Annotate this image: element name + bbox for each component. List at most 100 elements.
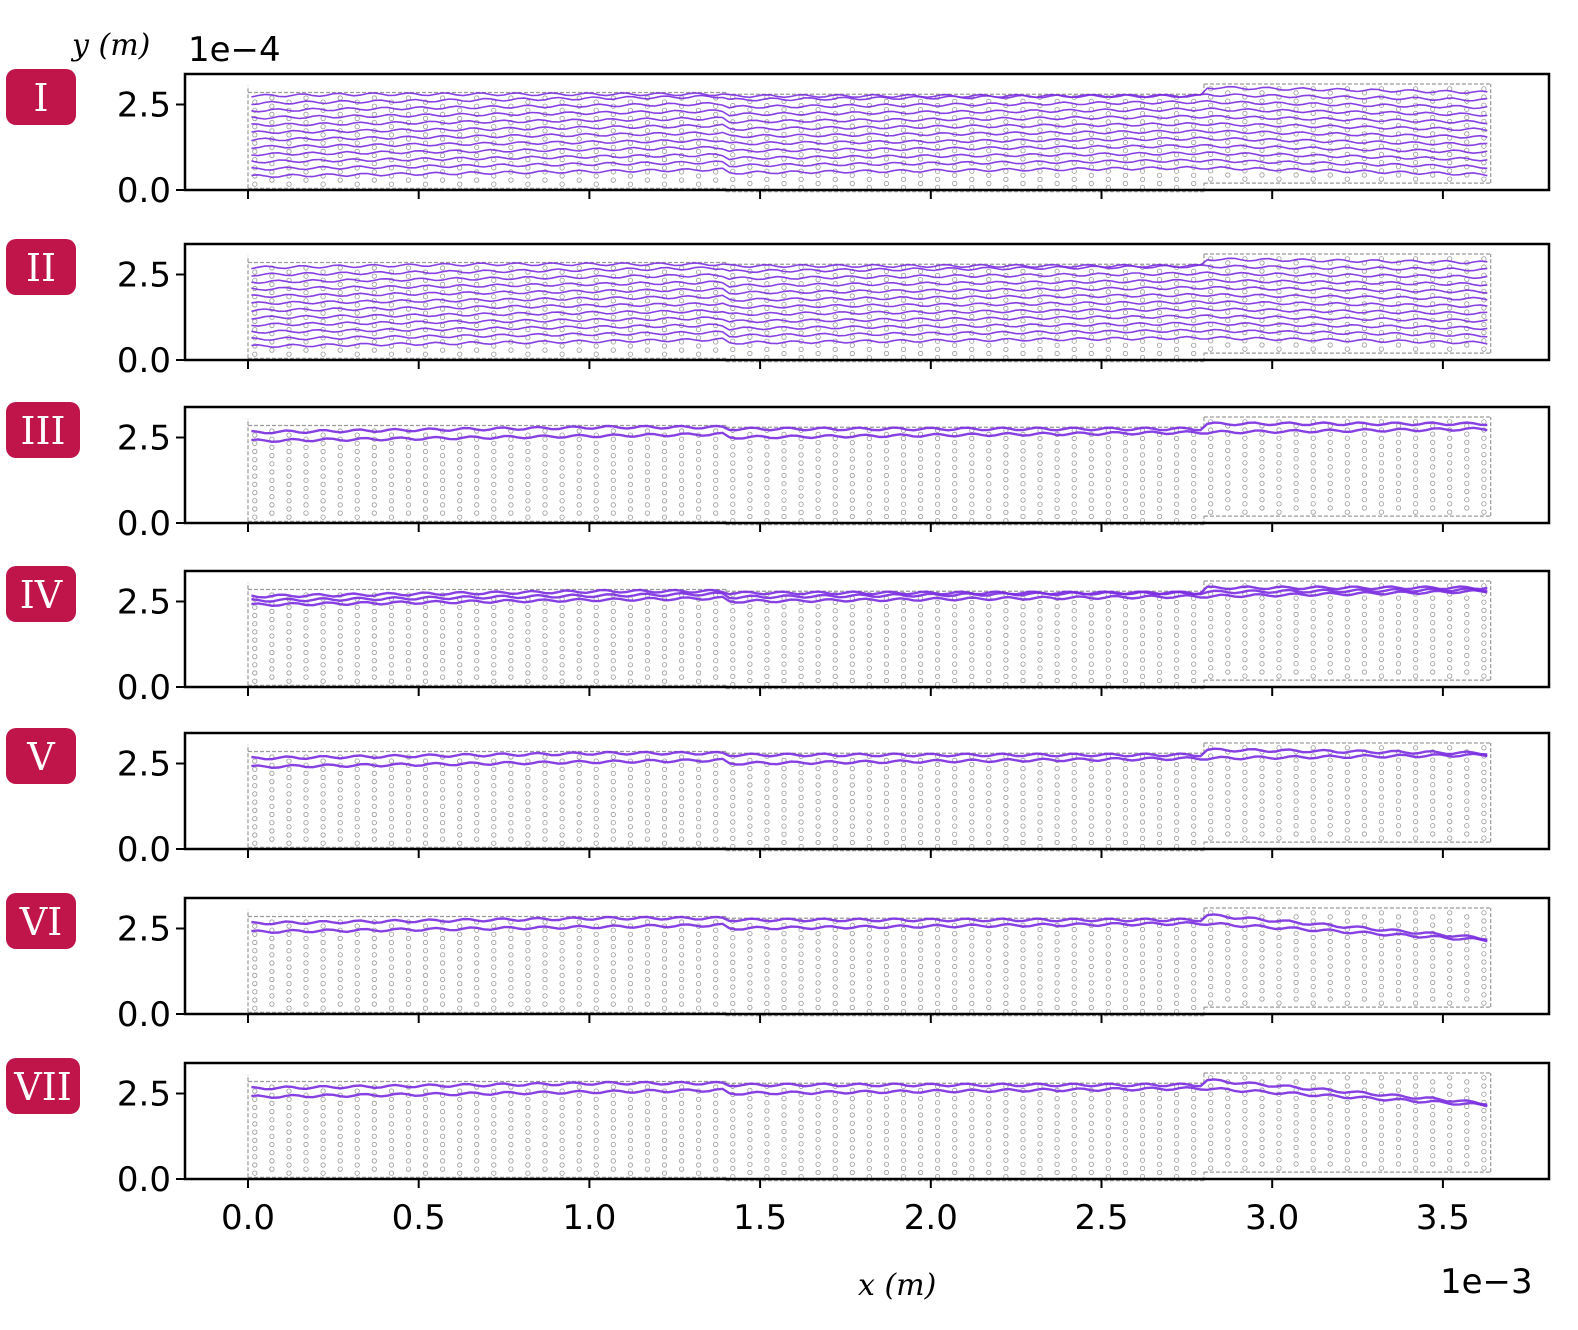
streamline [251, 107, 1488, 120]
panel-badge-label: VII [13, 1065, 71, 1109]
obstacle-circles [252, 419, 1487, 524]
y-tick-label: 0.0 [117, 504, 171, 544]
streamline [251, 913, 1488, 941]
streamline [251, 121, 1488, 135]
x-tick-label: 3.5 [1416, 1198, 1470, 1238]
streamline [251, 747, 1488, 761]
streamline [251, 257, 1488, 270]
streamline [251, 114, 1488, 128]
streamline [251, 587, 1488, 603]
panel-iv: 0.0 2.5 IV [6, 566, 1551, 708]
panel-ii: 0.0 2.5 II [6, 239, 1551, 381]
axes-frame [183, 1061, 1551, 1181]
streamline [251, 278, 1488, 292]
axes-frame [183, 405, 1551, 525]
streamline [251, 585, 1488, 599]
streamline [251, 292, 1488, 306]
streamline [251, 1078, 1488, 1106]
streamline [251, 136, 1488, 150]
obstacle-array [252, 745, 1487, 850]
panel-badge-label: III [20, 409, 65, 453]
obstacle-circles [252, 583, 1487, 688]
y-axis-exponent: 1e−4 [188, 30, 281, 70]
y-tick-label: 2.5 [117, 256, 171, 296]
streamline [251, 85, 1488, 99]
panel-badge-label: IV [20, 573, 63, 617]
streamlines [251, 585, 1488, 608]
y-tick-label: 2.5 [117, 1075, 171, 1115]
x-tick-label: 2.0 [904, 1198, 958, 1238]
y-tick-label: 2.5 [117, 583, 171, 623]
panel-badge [6, 1058, 80, 1114]
streamline [251, 158, 1488, 171]
y-tick-label: 2.5 [117, 419, 171, 459]
y-tick-label: 2.5 [117, 910, 171, 950]
y-tick-label: 0.0 [117, 171, 171, 211]
panel-badge [6, 69, 76, 125]
panels: 0.0 2.5 I 0.0 2.5 II 0.0 2.5 III 0.0 2.5 IV 0.0 2.5 V 0… [6, 69, 1551, 1200]
streamline [251, 307, 1488, 320]
x-tick-label: 1.5 [733, 1198, 787, 1238]
obstacle-circles [252, 745, 1487, 850]
y-tick-label: 0.0 [117, 341, 171, 381]
x-axis-exponent: 1e−3 [1440, 1262, 1533, 1302]
streamlines [251, 257, 1488, 349]
y-tick-label: 2.5 [117, 86, 171, 126]
streamline [251, 93, 1488, 106]
streamlines [251, 85, 1488, 179]
channel-outline [247, 416, 1492, 526]
x-tick-label: 2.5 [1074, 1198, 1128, 1238]
axes-frame [183, 569, 1551, 689]
streamline [251, 129, 1488, 142]
panel-iii: 0.0 2.5 III [6, 402, 1551, 544]
streamline [251, 314, 1488, 327]
streamline [251, 588, 1488, 608]
x-tick-label: 0.5 [392, 1198, 446, 1238]
y-tick-label: 0.0 [117, 1160, 171, 1200]
y-tick-label: 2.5 [117, 745, 171, 785]
x-tick-label: 1.0 [562, 1198, 616, 1238]
streamlines [251, 1078, 1488, 1108]
obstacle-array [252, 910, 1487, 1015]
streamline [251, 271, 1488, 285]
panel-badge [6, 239, 76, 295]
y-axis-label: y (m) [70, 28, 150, 63]
panel-badge [6, 893, 76, 949]
streamline [251, 1085, 1488, 1108]
panel-vii: 0.0 2.5 VII [6, 1058, 1551, 1200]
channel-outline [247, 742, 1492, 852]
streamline [251, 165, 1488, 179]
panel-vi: 0.0 2.5 VI [6, 893, 1551, 1035]
streamline [251, 920, 1488, 943]
streamline [251, 299, 1488, 313]
panel-badge [6, 402, 80, 458]
x-axis-label: x (m) [858, 1268, 936, 1303]
panel-badge-label: V [26, 735, 55, 779]
panel-badge [6, 728, 76, 784]
streamline [251, 143, 1488, 157]
streamline [251, 151, 1488, 164]
axes-frame [183, 242, 1551, 362]
streamline [251, 328, 1488, 341]
streamline [251, 335, 1488, 349]
streamline [251, 426, 1488, 444]
axes-frame [183, 731, 1551, 851]
panel-badge-label: I [33, 76, 48, 120]
panel-v: 0.0 2.5 V [6, 728, 1551, 870]
streamline [251, 421, 1488, 435]
x-tick-label: 0.0 [221, 1198, 275, 1238]
obstacle-array [252, 583, 1487, 688]
panel-badge-label: VI [19, 900, 62, 944]
obstacle-circles [252, 1075, 1487, 1180]
obstacle-array [252, 419, 1487, 524]
streamlines [251, 747, 1488, 770]
y-tick-label: 0.0 [117, 995, 171, 1035]
x-axis: 0.0 0.5 1.0 1.5 2.0 2.5 3.0 3.5 [221, 1198, 1470, 1238]
panel-badge-label: II [26, 246, 56, 290]
panel-badge [6, 566, 76, 622]
streamline [251, 285, 1488, 299]
streamline [251, 321, 1488, 334]
streamline [251, 752, 1488, 770]
channel-outline [247, 83, 1492, 193]
